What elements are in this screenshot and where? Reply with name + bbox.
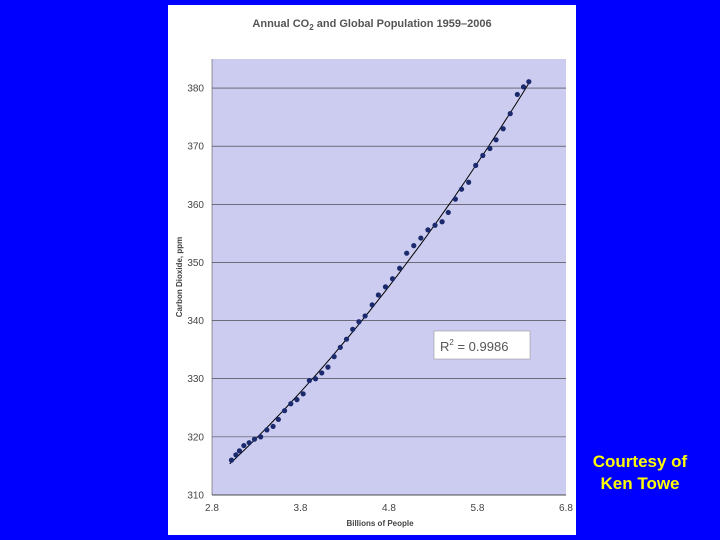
data-point-28 [389, 276, 396, 282]
chart-title: Annual CO2 and Global Population 1959–20… [252, 18, 491, 32]
r2-annotation: R2 = 0.9986 [440, 338, 508, 354]
data-point-38 [458, 186, 465, 192]
trendline [229, 80, 532, 465]
data-point-16 [312, 376, 319, 382]
data-point-44 [500, 126, 506, 132]
data-point-46 [514, 91, 520, 98]
data-point-43 [493, 137, 499, 143]
data-point-18 [325, 364, 331, 370]
y-tick-330: 330 [187, 374, 204, 385]
data-point-3 [236, 448, 243, 454]
y-tick-340: 340 [187, 316, 204, 327]
y-tick-320: 320 [187, 432, 204, 443]
data-point-8 [264, 427, 270, 433]
data-point-40 [473, 162, 479, 168]
chart-panel: Annual CO2 and Global Population 1959–20… [168, 5, 576, 535]
y-tick-labels: 310 320 330 340 350 360 370 380 [187, 84, 204, 502]
y-tick-310: 310 [187, 491, 204, 502]
x-axis-label: Billions of People [346, 519, 414, 528]
credit-text: Courtesy of Ken Towe [578, 451, 702, 495]
data-point-9 [270, 423, 276, 430]
x-tick-5.8: 5.8 [471, 503, 485, 514]
data-point-10 [275, 416, 281, 423]
data-point-19 [331, 354, 337, 360]
data-point-37 [452, 196, 458, 202]
data-point-32 [418, 235, 424, 241]
data-point-7 [258, 434, 264, 440]
x-tick-2.8: 2.8 [205, 503, 219, 514]
data-point-12 [288, 401, 294, 407]
data-point-4 [241, 442, 247, 449]
data-point-6 [251, 436, 258, 442]
title-subscript: 2 [309, 23, 314, 32]
x-tick-3.8: 3.8 [294, 503, 308, 514]
data-point-35 [439, 219, 445, 225]
r2-superscript: 2 [449, 338, 454, 347]
y-tick-360: 360 [187, 200, 204, 211]
y-tick-350: 350 [187, 258, 204, 269]
data-point-11 [281, 408, 288, 414]
data-point-29 [397, 265, 403, 271]
data-point-42 [487, 145, 493, 152]
data-point-41 [480, 152, 486, 159]
data-points [228, 79, 532, 463]
data-point-2 [233, 452, 239, 458]
data-point-20 [337, 344, 343, 350]
data-point-31 [411, 243, 417, 249]
r2-part-1: R [440, 339, 449, 354]
data-point-1 [228, 457, 235, 463]
gridlines [211, 59, 566, 496]
y-tick-370: 370 [187, 142, 204, 153]
title-part-1: Annual CO [252, 18, 309, 30]
data-point-26 [375, 292, 381, 298]
credit-line-2: Ken Towe [600, 474, 680, 493]
x-tick-labels: 2.8 3.8 4.8 5.8 6.8 [205, 503, 573, 514]
plot-area [212, 59, 566, 495]
title-part-2: and Global Population 1959–2006 [314, 18, 492, 30]
data-point-5 [246, 440, 252, 446]
x-tick-4.8: 4.8 [382, 503, 396, 514]
data-point-14 [300, 391, 306, 397]
data-point-30 [404, 250, 410, 256]
chart-svg: Annual CO2 and Global Population 1959–20… [175, 18, 573, 528]
y-axis-label: Carbon Dioxide, ppm [175, 237, 184, 317]
x-tick-6.8: 6.8 [559, 503, 573, 514]
r2-box [433, 330, 531, 360]
data-point-15 [306, 377, 312, 384]
r2-part-2: = 0.9986 [454, 339, 509, 354]
data-point-48 [526, 79, 532, 85]
data-point-17 [319, 370, 325, 376]
data-point-47 [520, 84, 527, 90]
data-point-36 [445, 209, 451, 216]
data-point-25 [369, 302, 375, 308]
y-tick-380: 380 [187, 84, 204, 95]
data-point-24 [362, 313, 368, 319]
data-point-13 [294, 397, 300, 403]
data-point-21 [343, 336, 350, 342]
data-point-45 [507, 111, 513, 117]
data-point-23 [356, 319, 362, 325]
data-point-22 [350, 326, 356, 332]
data-point-34 [432, 222, 438, 228]
credit-line-1: Courtesy of [592, 452, 688, 471]
data-point-27 [382, 284, 389, 290]
data-point-33 [425, 227, 431, 233]
data-point-39 [466, 179, 472, 185]
